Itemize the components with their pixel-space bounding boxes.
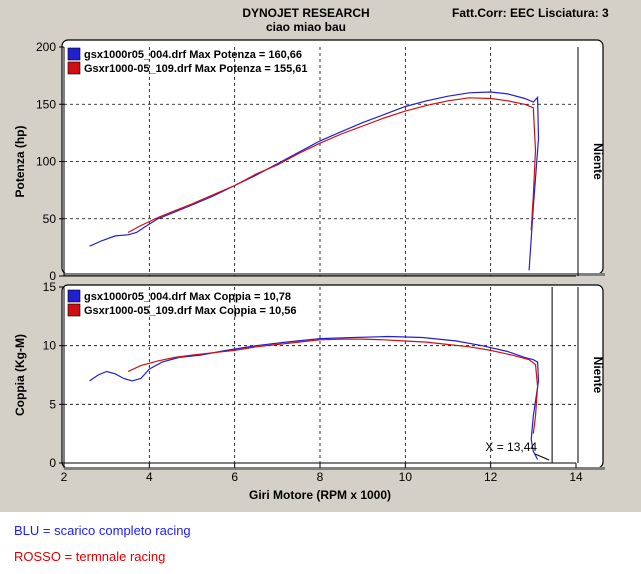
series-line-blue bbox=[89, 91, 540, 271]
plot-frame bbox=[61, 39, 604, 275]
x-tick-label: 14 bbox=[569, 470, 583, 484]
legend-entry: Gsxr1000-05_109.drf Max Coppia = 10,56 bbox=[84, 305, 296, 317]
cursor-label: X = 13,44 bbox=[485, 440, 537, 454]
series-line-blue bbox=[89, 335, 540, 460]
x-tick-label: 8 bbox=[317, 470, 324, 484]
x-tick-label: 4 bbox=[146, 470, 153, 484]
y-tick-label: 0 bbox=[49, 456, 56, 470]
right-label: Niente bbox=[591, 357, 605, 394]
series-line-red bbox=[127, 338, 539, 434]
legend-entry: gsx1000r05_004.drf Max Potenza = 160,66 bbox=[84, 49, 302, 61]
y-tick-label: 10 bbox=[43, 339, 57, 353]
x-tick-label: 6 bbox=[231, 470, 238, 484]
header-company: DYNOJET RESEARCH bbox=[242, 6, 369, 20]
y-tick-label: 15 bbox=[43, 280, 57, 294]
legend-entry: gsx1000r05_004.drf Max Coppia = 10,78 bbox=[84, 291, 291, 303]
series-line-red bbox=[127, 97, 537, 234]
y-axis-label: Coppia (Kg-M) bbox=[13, 334, 27, 416]
y-tick-label: 5 bbox=[49, 397, 56, 411]
dyno-window: DYNOJET RESEARCH ciao miao bau Fatt.Corr: … bbox=[0, 0, 641, 512]
cursor-pointer bbox=[534, 453, 550, 461]
x-axis-label: Giri Motore (RPM x 1000) bbox=[249, 488, 391, 502]
note-red: ROSSO = termnale racing bbox=[14, 549, 166, 564]
x-tick-label: 12 bbox=[484, 470, 498, 484]
y-tick-label: 150 bbox=[36, 97, 56, 111]
color-legend-notes: BLU = scarico completo racing ROSSO = te… bbox=[14, 518, 434, 570]
header-subtitle: ciao miao bau bbox=[266, 20, 346, 34]
y-axis-label: Potenza (hp) bbox=[13, 126, 27, 198]
legend-swatch-blue bbox=[67, 47, 81, 61]
legend-swatch-red bbox=[67, 303, 81, 317]
header-info: Fatt.Corr: EEC Lisciatura: 3 bbox=[452, 6, 609, 20]
legend-swatch-blue bbox=[67, 289, 81, 303]
y-tick-label: 100 bbox=[36, 155, 56, 169]
legend-entry: Gsxr1000-05_109.drf Max Potenza = 155,61 bbox=[84, 63, 308, 75]
note-blue: BLU = scarico completo racing bbox=[14, 523, 191, 538]
plot-frame-shadow bbox=[64, 467, 605, 470]
x-tick-label: 10 bbox=[399, 470, 413, 484]
y-tick-label: 0 bbox=[49, 269, 56, 283]
x-tick-label: 2 bbox=[61, 470, 68, 484]
y-tick-label: 200 bbox=[36, 40, 56, 54]
right-label: Niente bbox=[591, 143, 605, 180]
legend-swatch-red bbox=[67, 61, 81, 75]
y-tick-label: 50 bbox=[43, 212, 57, 226]
plot-frame-shadow bbox=[64, 273, 605, 276]
